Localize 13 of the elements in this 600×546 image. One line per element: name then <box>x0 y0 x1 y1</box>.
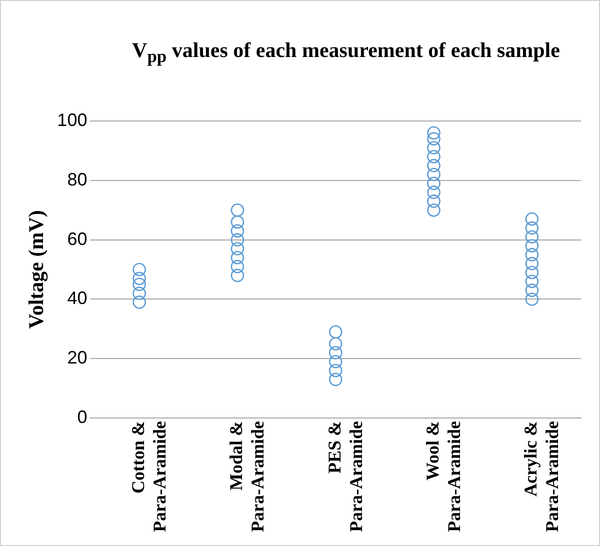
y-tick-label: 20 <box>67 348 88 368</box>
y-tick-label: 0 <box>77 407 88 428</box>
x-tick-label: Cotton & Para-Aramide <box>128 421 170 532</box>
y-tick-label: 60 <box>67 228 88 249</box>
x-tick-label: Acrylic & Para-Aramide <box>520 421 562 532</box>
y-tick-label: 80 <box>67 169 88 190</box>
x-tick-label: PES & Para-Aramide <box>324 421 366 532</box>
chart-title: V$_{pp}$ values of each measurement of each sample <box>131 37 561 68</box>
x-tick-label: Modal & Para-Aramide <box>226 421 268 532</box>
y-axis-title: Voltage (mV) <box>24 210 48 329</box>
x-tick-label: Wool & Para-Aramide <box>422 421 464 532</box>
y-tick-label: 100 <box>57 110 88 130</box>
y-tick-label: 40 <box>67 288 88 308</box>
